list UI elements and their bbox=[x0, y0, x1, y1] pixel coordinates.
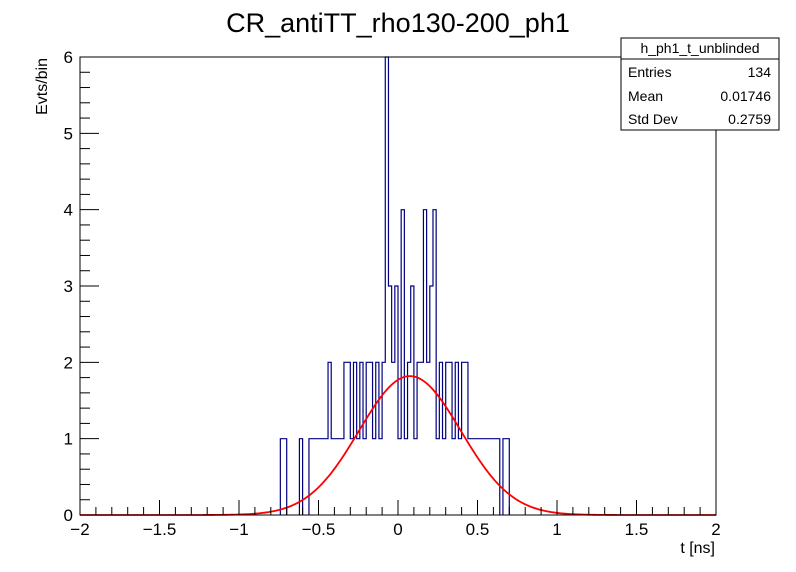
y-axis: 0 1 2 3 4 5 6 bbox=[64, 48, 99, 525]
stats-entries-value: 134 bbox=[748, 64, 772, 80]
stats-stddev-value: 0.2759 bbox=[728, 111, 771, 127]
x-tick-label: 0 bbox=[393, 520, 402, 539]
y-tick-label: 0 bbox=[64, 506, 73, 525]
plot-area: −2 −1.5 −1 −0.5 0 0.5 1 1.5 2 0 1 2 3 4 5 6 bbox=[64, 48, 721, 539]
x-axis: −2 −1.5 −1 −0.5 0 0.5 1 1.5 2 bbox=[70, 500, 721, 539]
x-tick-label: −1 bbox=[229, 520, 248, 539]
stats-stddev-label: Std Dev bbox=[628, 111, 678, 127]
histogram-series bbox=[279, 56, 510, 515]
y-tick-label: 4 bbox=[64, 201, 73, 220]
y-tick-label: 1 bbox=[64, 430, 73, 449]
chart-title: CR_antiTT_rho130-200_ph1 bbox=[226, 8, 570, 38]
y-tick-label: 3 bbox=[64, 277, 73, 296]
y-tick-label: 5 bbox=[64, 124, 73, 143]
stats-mean-label: Mean bbox=[628, 88, 663, 104]
stats-entries-label: Entries bbox=[628, 64, 672, 80]
x-tick-label: −2 bbox=[70, 520, 89, 539]
stats-box-frame bbox=[620, 37, 780, 131]
x-tick-label: 1 bbox=[552, 520, 561, 539]
stats-mean-value: 0.01746 bbox=[720, 88, 771, 104]
x-tick-label: 2 bbox=[711, 520, 720, 539]
x-tick-label: 1.5 bbox=[625, 520, 649, 539]
stats-box: h_ph1_t_unblinded Entries 134 Mean 0.017… bbox=[620, 37, 780, 131]
x-tick-label: −1.5 bbox=[143, 520, 177, 539]
y-tick-label: 2 bbox=[64, 353, 73, 372]
stats-box-title: h_ph1_t_unblinded bbox=[640, 40, 759, 56]
y-axis-title: Evts/bin bbox=[34, 58, 51, 115]
x-axis-title: t [ns] bbox=[680, 540, 715, 557]
x-tick-label: −0.5 bbox=[302, 520, 336, 539]
y-tick-label: 6 bbox=[64, 48, 73, 67]
x-tick-label: 0.5 bbox=[466, 520, 490, 539]
